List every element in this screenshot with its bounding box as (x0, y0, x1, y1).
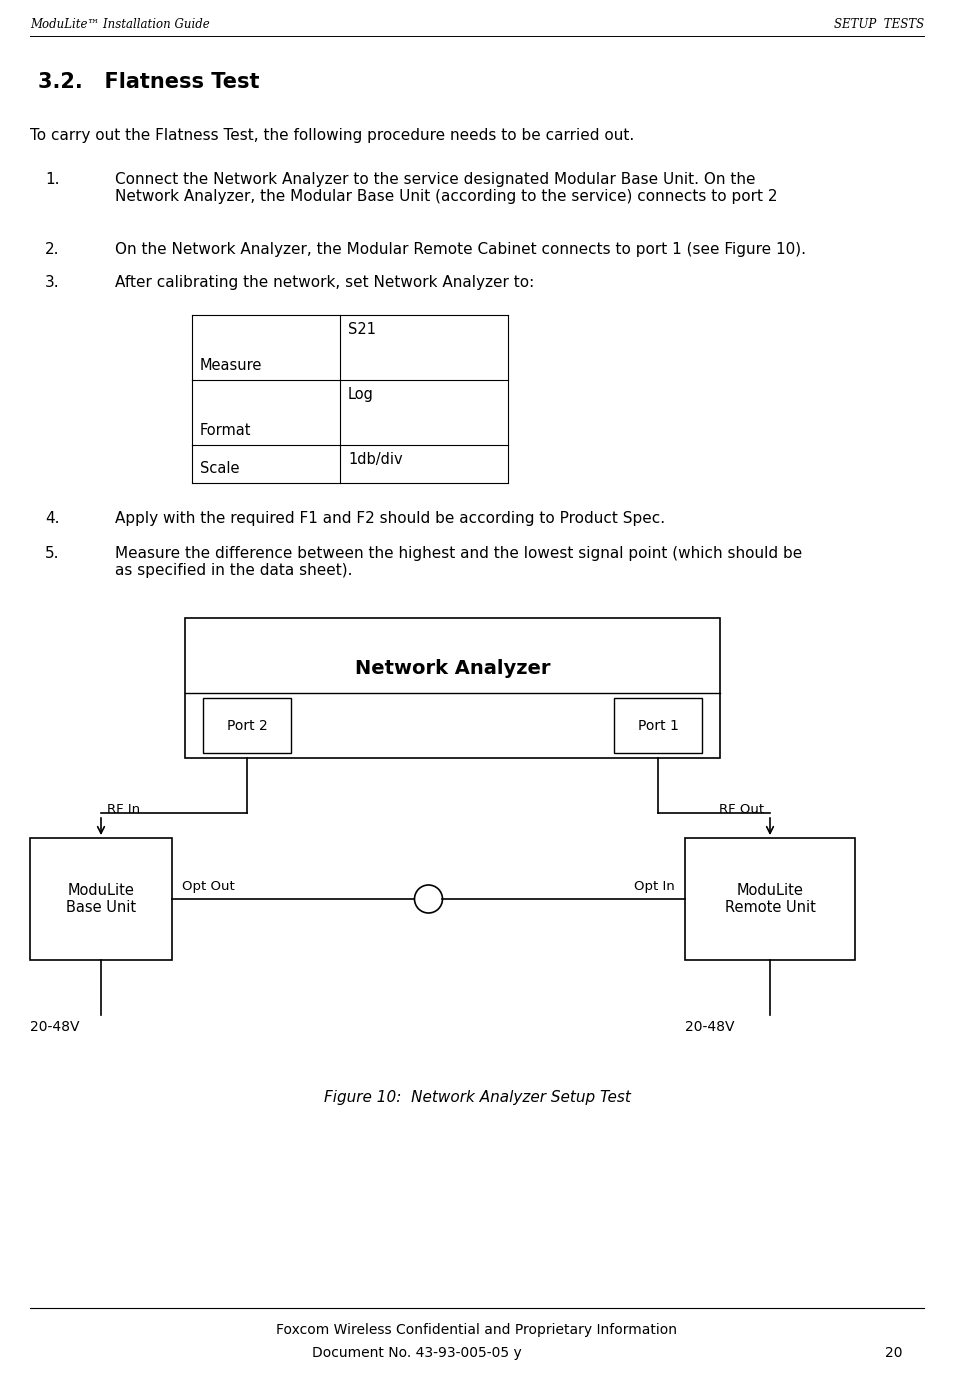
Text: Log: Log (348, 387, 374, 402)
Text: Measure the difference between the highest and the lowest signal point (which sh: Measure the difference between the highe… (115, 546, 801, 578)
Bar (185, 618, 720, 758)
Text: Figure 10:  Network Analyzer Setup Test: Figure 10: Network Analyzer Setup Test (323, 1089, 630, 1105)
Text: Format: Format (200, 423, 252, 438)
Text: On the Network Analyzer, the Modular Remote Cabinet connects to port 1 (see Figu: On the Network Analyzer, the Modular Rem… (115, 243, 805, 256)
Text: Network Analyzer: Network Analyzer (355, 658, 550, 678)
Text: SETUP  TESTS: SETUP TESTS (833, 18, 923, 30)
Text: 20: 20 (884, 1346, 902, 1360)
Text: Foxcom Wireless Confidential and Proprietary Information: Foxcom Wireless Confidential and Proprie… (276, 1324, 677, 1337)
Bar (203, 699, 291, 753)
Text: Measure: Measure (200, 358, 262, 373)
Circle shape (414, 886, 442, 913)
Text: 20-48V: 20-48V (30, 1020, 79, 1034)
Text: 3.: 3. (45, 274, 59, 290)
Text: 4.: 4. (45, 511, 59, 527)
Text: Opt In: Opt In (634, 880, 675, 893)
Text: RF Out: RF Out (719, 802, 763, 816)
Text: ModuLite
Base Unit: ModuLite Base Unit (66, 883, 136, 915)
Text: Scale: Scale (200, 462, 239, 475)
Text: 2.: 2. (45, 243, 59, 256)
Text: 3.2.   Flatness Test: 3.2. Flatness Test (38, 72, 259, 91)
Text: Port 1: Port 1 (637, 718, 678, 732)
Text: Port 2: Port 2 (227, 718, 267, 732)
Bar (614, 699, 701, 753)
Text: S21: S21 (348, 322, 375, 337)
Text: RF In: RF In (107, 802, 140, 816)
Text: Opt Out: Opt Out (182, 880, 234, 893)
Text: After calibrating the network, set Network Analyzer to:: After calibrating the network, set Netwo… (115, 274, 534, 290)
Text: 5.: 5. (45, 546, 59, 561)
Text: Connect the Network Analyzer to the service designated Modular Base Unit. On the: Connect the Network Analyzer to the serv… (115, 172, 777, 204)
Text: Apply with the required F1 and F2 should be according to Product Spec.: Apply with the required F1 and F2 should… (115, 511, 664, 527)
Text: 1.: 1. (45, 172, 59, 187)
Bar (684, 839, 854, 960)
Text: ModuLite
Remote Unit: ModuLite Remote Unit (723, 883, 815, 915)
Text: Document No. 43-93-005-05 y: Document No. 43-93-005-05 y (312, 1346, 521, 1360)
Text: To carry out the Flatness Test, the following procedure needs to be carried out.: To carry out the Flatness Test, the foll… (30, 128, 634, 143)
Text: 20-48V: 20-48V (684, 1020, 734, 1034)
Text: ModuLite™ Installation Guide: ModuLite™ Installation Guide (30, 18, 210, 30)
Bar (30, 839, 172, 960)
Text: 1db/div: 1db/div (348, 452, 402, 467)
